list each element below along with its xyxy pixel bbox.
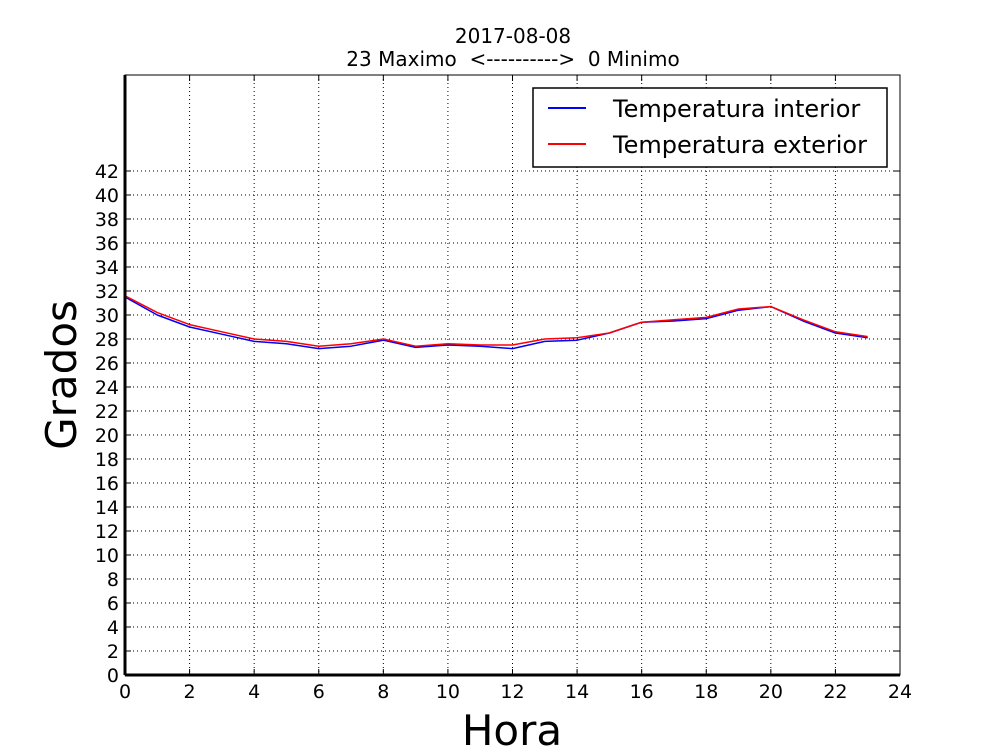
- y-tick-label: 2: [107, 641, 119, 663]
- x-tick-label: 8: [377, 681, 389, 703]
- y-tick-label: 40: [95, 185, 119, 207]
- x-tick-label: 16: [630, 681, 654, 703]
- x-tick-label: 4: [248, 681, 260, 703]
- y-axis-title: Grados: [37, 300, 86, 450]
- x-tick-label: 20: [759, 681, 783, 703]
- y-tick-label: 38: [95, 209, 119, 231]
- x-tick-label: 2: [184, 681, 196, 703]
- x-axis-title: Hora: [462, 706, 562, 750]
- series-line-0: [124, 296, 868, 350]
- x-tick-label: 12: [500, 681, 524, 703]
- y-tick-label: 12: [95, 521, 119, 543]
- y-tick-label: 10: [95, 545, 119, 567]
- y-tick-label: 20: [95, 425, 119, 447]
- x-tick-label: 6: [313, 681, 325, 703]
- y-tick-label: 6: [107, 593, 119, 615]
- legend-box: [532, 87, 888, 168]
- chart-subtitle: 23 Maximo <----------> 0 Minimo: [346, 47, 679, 71]
- y-tick-label: 30: [95, 305, 119, 327]
- y-tick-label: 32: [95, 281, 119, 303]
- y-tick-label: 14: [95, 497, 119, 519]
- x-tick-label: 22: [823, 681, 847, 703]
- legend-label-interior: Temperatura interior: [612, 95, 860, 123]
- legend-label-exterior: Temperatura exterior: [612, 131, 867, 159]
- y-tick-label: 8: [107, 569, 119, 591]
- y-tick-label: 16: [95, 473, 119, 495]
- chart-title: 2017-08-08: [455, 24, 571, 48]
- y-tick-label: 4: [107, 617, 119, 639]
- x-tick-label: 0: [119, 681, 131, 703]
- y-tick-label: 28: [95, 329, 119, 351]
- y-tick-label: 42: [95, 161, 119, 183]
- x-tick-labels: 0 2 4 6 8 10 12 14 16 18 20 22 24: [119, 681, 912, 703]
- y-tick-label: 0: [107, 665, 119, 687]
- y-tick-label: 36: [95, 233, 119, 255]
- x-tick-label: 24: [888, 681, 912, 703]
- y-tick-label: 24: [95, 377, 119, 399]
- y-tick-label: 18: [95, 449, 119, 471]
- legend: Temperatura interior Temperatura exterio…: [532, 87, 888, 168]
- x-tick-label: 10: [436, 681, 460, 703]
- y-tick-label: 26: [95, 353, 119, 375]
- data-series: [124, 295, 868, 350]
- grid-lines: [125, 75, 900, 675]
- series-line-1: [124, 295, 868, 347]
- x-tick-label: 14: [565, 681, 589, 703]
- y-tick-label: 22: [95, 401, 119, 423]
- x-tick-label: 18: [694, 681, 718, 703]
- y-tick-label: 34: [95, 257, 119, 279]
